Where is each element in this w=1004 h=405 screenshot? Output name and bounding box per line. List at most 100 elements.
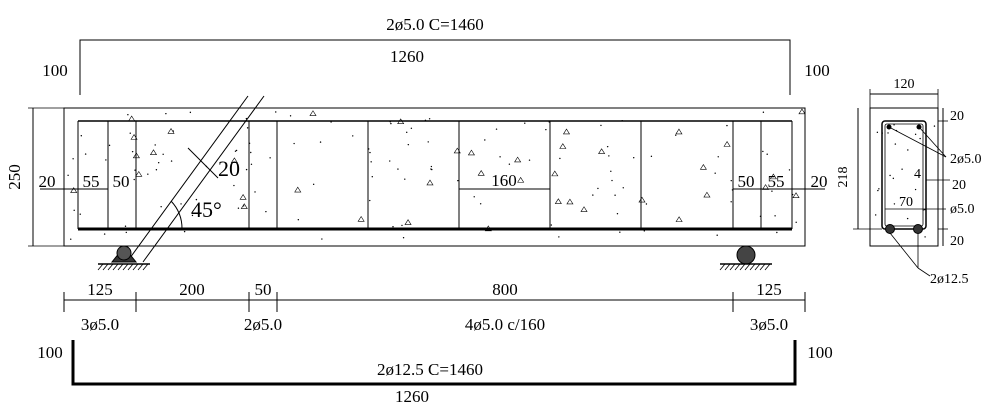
concrete-aggregate [562, 128, 571, 135]
concrete-speck [906, 217, 909, 220]
concrete-aggregate [792, 192, 800, 198]
concrete-speck [619, 231, 621, 233]
span-50: 50 [255, 280, 272, 299]
concrete-speck [390, 122, 392, 125]
concrete-speck [901, 168, 903, 170]
concrete-speck [878, 188, 880, 190]
concrete-speck [195, 198, 198, 201]
concrete-speck [73, 209, 75, 212]
height-label: 250 [5, 164, 24, 190]
concrete-speck [80, 135, 82, 137]
ground-hatch-line [107, 263, 114, 271]
concrete-aggregate [357, 215, 365, 222]
concrete-speck [714, 172, 716, 174]
concrete-speck [129, 132, 131, 134]
beam-elevation: 20 45° 250 20 55 50 50 55 20 160 [5, 95, 828, 271]
concrete-aggregate [675, 128, 683, 135]
concrete-speck [131, 150, 134, 153]
concrete-speck [224, 162, 227, 164]
dim-55-left: 55 [83, 172, 100, 191]
ground-hatch-line [764, 263, 771, 271]
concrete-speck [762, 150, 764, 153]
cover-left: 20 [39, 172, 56, 191]
top-bar-shape [79, 39, 791, 95]
ground-hatch-line [142, 263, 149, 271]
concrete-speck [293, 142, 295, 145]
concrete-speck [893, 203, 896, 205]
leader-bottom-bar-a [889, 232, 919, 269]
concrete-speck [622, 187, 624, 189]
angle-arc [170, 200, 183, 230]
concrete-aggregate [128, 115, 136, 122]
concrete-speck [730, 179, 732, 182]
ground-hatch-line [122, 263, 129, 271]
ground-hatch-line [137, 263, 144, 271]
leader-top-bar-a [888, 126, 947, 158]
concrete-speck [558, 236, 560, 238]
concrete-aggregate [566, 198, 574, 205]
concrete-speck [67, 174, 69, 177]
ground-hatch-line [759, 263, 766, 271]
concrete-speck [352, 135, 354, 137]
ground-hatch-line [749, 263, 756, 271]
concrete-speck [430, 165, 433, 168]
support-left [97, 245, 150, 271]
stirrup-spacing: 160 [491, 171, 517, 190]
concrete-aggregate [467, 149, 475, 156]
bottom-bar-length: 1260 [395, 387, 429, 405]
concrete-hatch [67, 108, 806, 240]
beam-outline [63, 107, 806, 247]
concrete-aggregate [769, 173, 777, 180]
concrete-speck [397, 168, 399, 170]
concrete-speck [914, 188, 917, 191]
concrete-speck [234, 150, 237, 152]
ground-hatch-line [102, 263, 109, 271]
concrete-speck [788, 169, 791, 171]
concrete-speck [369, 151, 371, 154]
concrete-aggregate [230, 157, 238, 164]
concrete-speck [643, 230, 646, 232]
section-hatch [874, 124, 936, 238]
concrete-aggregate [598, 148, 606, 154]
concrete-aggregate [675, 216, 683, 222]
span-ticks [63, 292, 806, 312]
concrete-aggregate [580, 206, 588, 212]
concrete-speck [508, 163, 511, 165]
concrete-speck [147, 173, 149, 175]
concrete-speck [730, 201, 732, 203]
concrete-speck [922, 209, 924, 211]
section-bottom-bar-right [913, 224, 923, 234]
ground-hatch-line [739, 263, 746, 271]
top-bar-diagram: 2ø5.0 C=1460 1260 100 100 [42, 15, 830, 95]
concrete-speck [233, 184, 235, 187]
concrete-speck [427, 141, 429, 143]
concrete-speck [108, 144, 111, 147]
span-125-left: 125 [87, 280, 113, 299]
concrete-speck [774, 215, 776, 217]
span-dimensions: 125 200 50 800 125 3ø5.0 2ø5.0 4ø5.0 c/1… [63, 280, 806, 334]
concrete-speck [127, 114, 129, 116]
concrete-speck [795, 221, 797, 223]
ground-hatch-right [719, 263, 771, 271]
concrete-speck [610, 170, 612, 173]
concrete-speck [70, 238, 72, 240]
concrete-speck [876, 131, 879, 134]
concrete-speck [428, 118, 431, 120]
concrete-speck [716, 234, 718, 236]
concrete-speck [103, 233, 106, 235]
section-outline [869, 107, 939, 247]
section-stirrup-inner [884, 123, 924, 227]
concrete-speck [172, 130, 174, 132]
section-top-bar: 2ø5.0 [950, 152, 982, 167]
concrete-speck [189, 111, 192, 114]
concrete-aggregate [404, 219, 412, 225]
concrete-speck [633, 157, 635, 159]
stirrup-group-mid: 2ø5.0 [244, 315, 282, 334]
concrete-speck [771, 190, 773, 192]
concrete-speck [762, 111, 765, 113]
bottom-bar-label: 2ø12.5 C=1460 [377, 360, 483, 379]
concrete-aggregate [426, 179, 434, 186]
cross-section: 120 218 20 20 2ø5.0 4 20 70 ø5.0 2ø12.5 [836, 77, 982, 287]
concrete-speck [889, 174, 891, 177]
